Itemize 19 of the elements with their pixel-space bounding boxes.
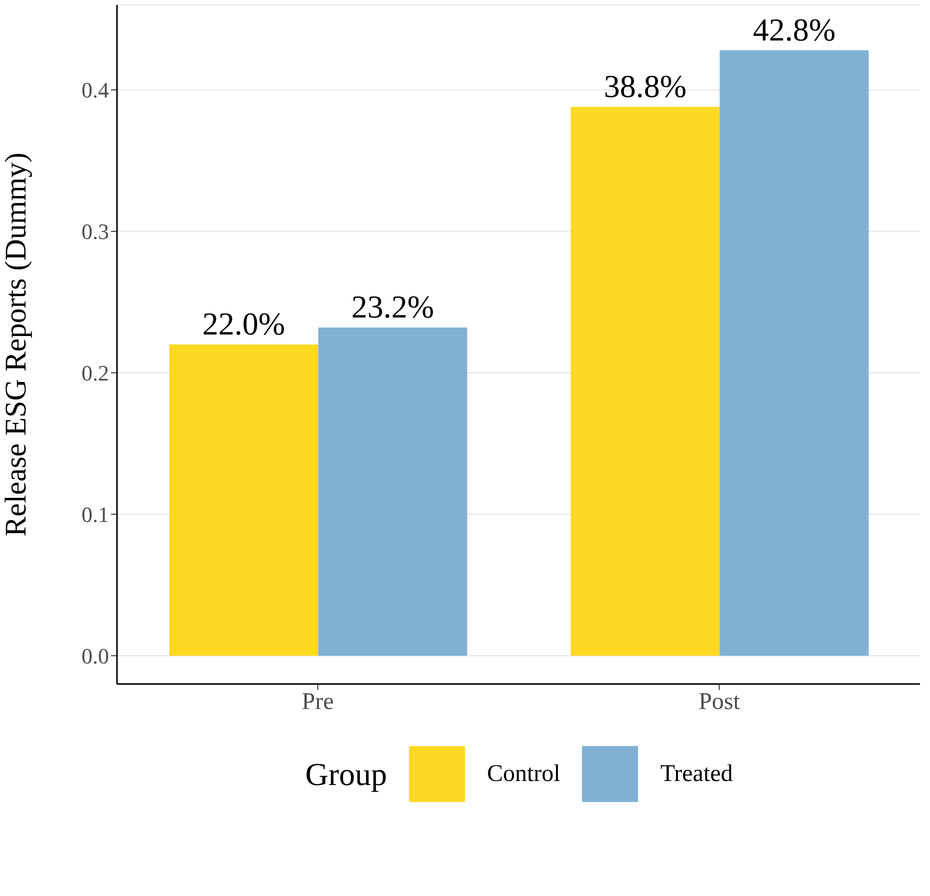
bar [169, 344, 318, 656]
y-tick-label: 0.2 [82, 360, 109, 386]
y-tick-label: 0.4 [82, 78, 109, 103]
legend-title: Group [305, 756, 387, 792]
bar [318, 328, 468, 656]
data-label: 22.0% [202, 306, 286, 342]
data-label: 42.8% [752, 11, 836, 48]
bar [720, 50, 869, 656]
bar [570, 106, 720, 656]
data-label: 23.2% [351, 288, 434, 325]
legend-label: Treated [660, 760, 733, 788]
y-tick-label: 0.1 [82, 502, 109, 528]
x-tick-label: Post [698, 689, 740, 716]
legend-label: Control [486, 760, 560, 788]
y-axis-title: Release ESG Reports (Dummy) [0, 152, 33, 537]
x-tick-label: Pre [302, 689, 334, 716]
y-tick-label: 0.3 [82, 219, 109, 244]
y-tick-label: 0.0 [82, 644, 109, 669]
data-label: 38.8% [604, 68, 687, 104]
